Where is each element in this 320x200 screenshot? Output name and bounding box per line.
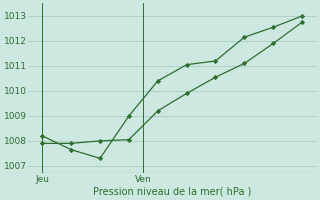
X-axis label: Pression niveau de la mer( hPa ): Pression niveau de la mer( hPa ) (93, 187, 252, 197)
